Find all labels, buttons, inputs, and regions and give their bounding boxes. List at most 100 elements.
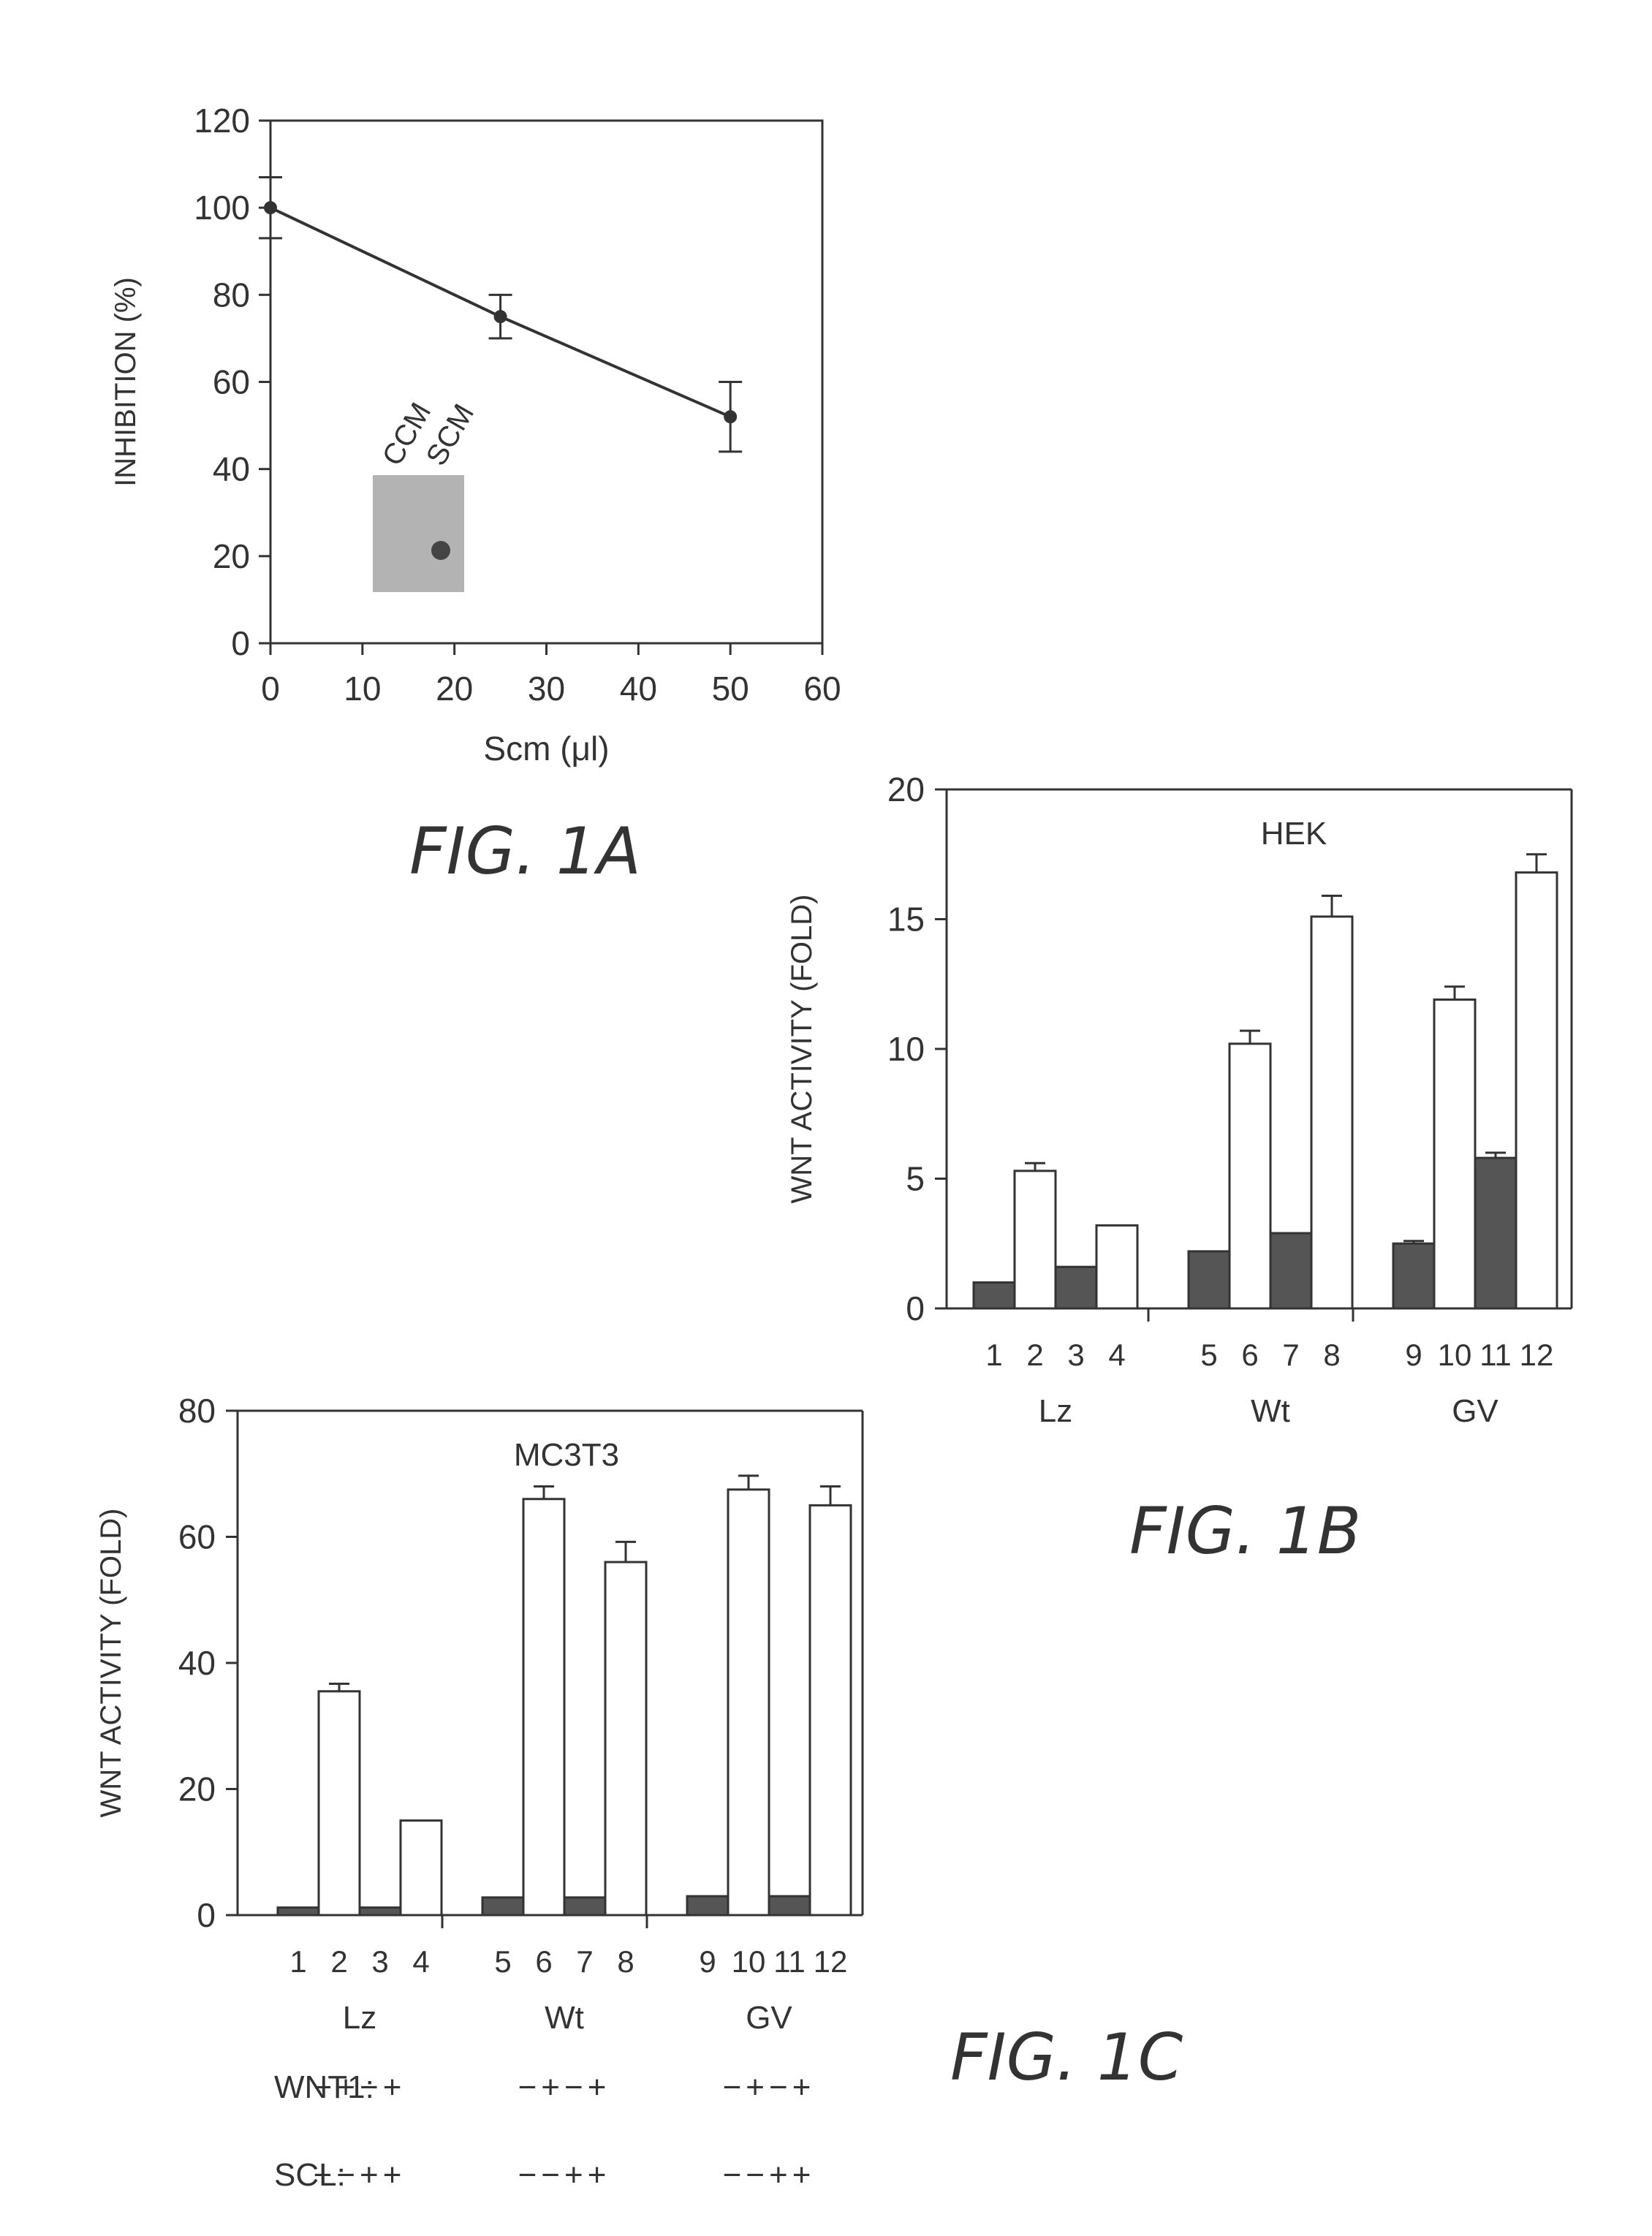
y-tick-label: 20: [213, 537, 250, 575]
inset-blot: [373, 475, 464, 592]
bar: [1015, 1171, 1056, 1308]
x-tick-label: 12: [1520, 1338, 1554, 1372]
bar: [482, 1898, 523, 1915]
bar: [1229, 1044, 1270, 1308]
bar: [278, 1908, 319, 1915]
chart-1b-hek: 05101520WNT ACTIVITY (FOLD)HEK1234567891…: [786, 770, 1572, 1429]
group-label: Lz: [1039, 1393, 1072, 1429]
bar: [605, 1562, 646, 1915]
figure-label-1a: FIG. 1A: [409, 814, 641, 889]
y-tick-label: 120: [194, 102, 250, 140]
x-tick-label: 6: [1241, 1338, 1258, 1372]
x-tick-label: 10: [732, 1944, 766, 1979]
bar: [769, 1896, 810, 1915]
x-tick-label: 40: [620, 670, 657, 708]
y-tick-label: 60: [178, 1518, 216, 1556]
figure-label-1c: FIG. 1C: [950, 2020, 1183, 2095]
bar: [1475, 1158, 1516, 1308]
y-axis-label: WNT ACTIVITY (FOLD): [95, 1509, 127, 1818]
chart-title: HEK: [1261, 816, 1327, 852]
x-tick-label: 10: [1438, 1338, 1472, 1372]
x-tick-label: 50: [712, 670, 749, 708]
x-tick-label: 1: [985, 1338, 1002, 1372]
condition-pattern: −−++: [518, 2157, 611, 2193]
group-label: Wt: [1251, 1393, 1290, 1429]
bar: [810, 1505, 851, 1915]
x-tick-label: 4: [1108, 1338, 1125, 1372]
y-tick-label: 80: [178, 1392, 216, 1430]
x-tick-label: 30: [528, 670, 565, 708]
y-tick-label: 5: [906, 1160, 925, 1198]
bar: [564, 1898, 605, 1915]
y-tick-label: 0: [906, 1289, 925, 1327]
bar: [319, 1691, 360, 1915]
bar: [1189, 1251, 1229, 1308]
y-tick-label: 60: [213, 363, 250, 401]
data-point: [264, 201, 277, 214]
y-tick-label: 40: [213, 450, 250, 488]
bar: [1056, 1267, 1096, 1308]
x-tick-label: 5: [1200, 1338, 1217, 1372]
x-tick-label: 0: [261, 670, 280, 708]
bar: [687, 1896, 728, 1915]
x-tick-label: 12: [814, 1944, 848, 1979]
bar: [1434, 1000, 1475, 1308]
y-tick-label: 15: [887, 901, 925, 939]
y-tick-label: 0: [231, 624, 250, 662]
x-tick-label: 10: [344, 670, 381, 708]
y-tick-label: 10: [887, 1030, 925, 1068]
bar: [728, 1490, 769, 1915]
figure-label-1b: FIG. 1B: [1129, 1493, 1361, 1569]
group-label: GV: [746, 2000, 792, 2036]
y-tick-label: 40: [178, 1644, 216, 1682]
y-axis-label: INHIBITION (%): [110, 277, 142, 487]
chart-1a-inhibition: 0 20 40 60 80 100 120 0 10 20 30 40 50 60 Scm (μl) INHI…: [110, 102, 841, 768]
x-tick-label: 9: [699, 1944, 716, 1979]
x-tick-label: 2: [1026, 1338, 1043, 1372]
bar: [1311, 917, 1352, 1308]
x-tick-label: 2: [330, 1944, 347, 1979]
chart-title: MC3T3: [514, 1437, 619, 1473]
x-tick-label: 20: [436, 670, 473, 708]
condition-pattern: −−++: [314, 2157, 406, 2193]
x-tick-label: 3: [1067, 1338, 1084, 1372]
group-label: Lz: [343, 2000, 376, 2036]
x-axis-label: Scm (μl): [483, 729, 609, 768]
condition-pattern: −−++: [723, 2157, 816, 2193]
inset-spot: [431, 541, 450, 560]
x-tick-label: 5: [494, 1944, 511, 1979]
data-point: [494, 310, 507, 323]
x-tick-label: 8: [1323, 1338, 1340, 1372]
x-tick-label: 9: [1405, 1338, 1422, 1372]
x-tick-label: 60: [803, 670, 841, 708]
bar: [360, 1908, 401, 1915]
y-tick-label: 100: [194, 189, 250, 227]
y-tick-label: 80: [213, 276, 250, 314]
x-tick-label: 8: [617, 1944, 634, 1979]
bar: [1393, 1243, 1434, 1308]
y-tick-label: 20: [887, 770, 925, 808]
bar: [974, 1283, 1015, 1309]
x-tick-label: 1: [289, 1944, 306, 1979]
data-point: [724, 410, 737, 423]
y-tick-label: 20: [178, 1770, 216, 1808]
x-tick-label: 7: [576, 1944, 593, 1979]
condition-pattern: −+−+: [518, 2069, 611, 2105]
bar: [1516, 873, 1557, 1308]
bar: [1096, 1225, 1137, 1308]
group-label: GV: [1452, 1393, 1498, 1429]
x-tick-label: 6: [535, 1944, 552, 1979]
x-tick-label: 11: [1479, 1338, 1512, 1372]
y-tick-label: 0: [197, 1896, 216, 1934]
chart-1c-mc3t3: 020406080WNT ACTIVITY (FOLD)MC3T31234567…: [95, 1392, 863, 2193]
y-axis-label: WNT ACTIVITY (FOLD): [786, 895, 818, 1204]
group-label: Wt: [545, 2000, 584, 2036]
x-tick-label: 7: [1282, 1338, 1299, 1372]
condition-pattern: −+−+: [723, 2069, 816, 2105]
condition-pattern: −+−+: [314, 2069, 406, 2105]
x-tick-label: 3: [371, 1944, 388, 1979]
bar: [523, 1499, 564, 1915]
x-tick-label: 11: [773, 1944, 806, 1979]
x-tick-label: 4: [412, 1944, 429, 1979]
